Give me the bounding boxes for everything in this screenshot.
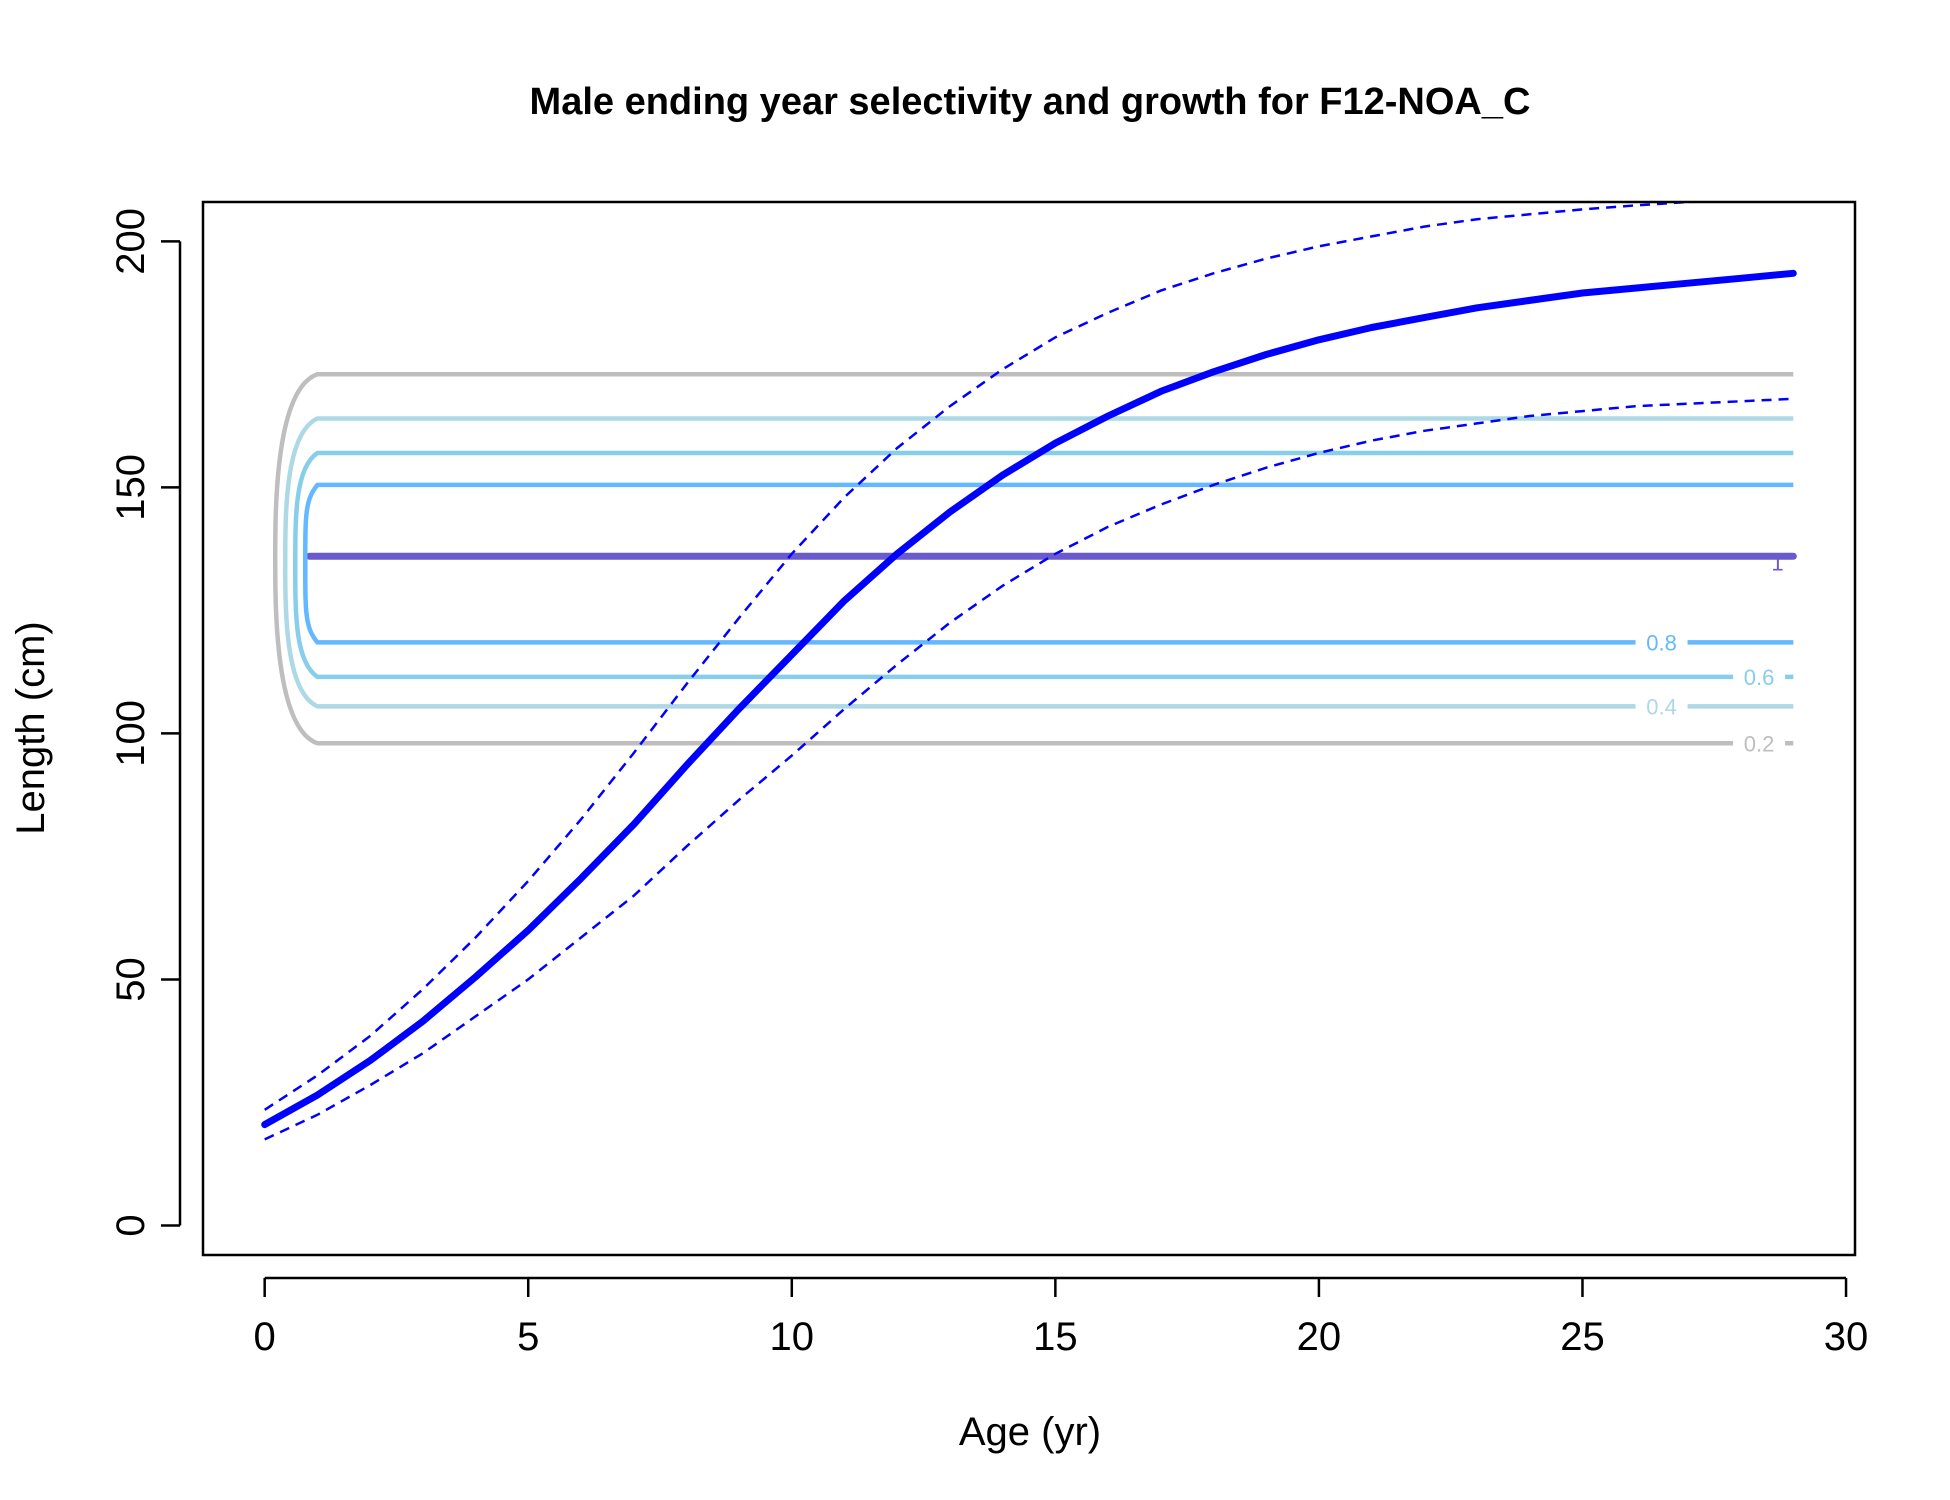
contour-0-4-label-bg: [1635, 692, 1688, 721]
plot-frame: [201, 200, 1857, 1257]
growth-upper-ci-line: [264, 202, 1715, 1111]
y-tick-label: 0: [109, 1214, 153, 1236]
x-tick-label: 15: [1033, 1315, 1078, 1359]
x-tick-label: 5: [517, 1315, 539, 1359]
contour-0-4-label: 0.4: [1646, 694, 1677, 719]
contour-0-8-label-bg: [1635, 628, 1688, 657]
y-tick-label: 200: [109, 208, 153, 275]
x-axis-label: Age (yr): [959, 1410, 1101, 1454]
contour-1-label: 1: [1771, 550, 1783, 575]
y-axis-label: Length (cm): [9, 621, 53, 834]
contour-labels: 1 0.8 0.6 0.4 0.2: [1635, 550, 1786, 758]
contour-0-8-label: 0.8: [1646, 630, 1677, 655]
growth-curves: [261, 202, 1797, 1141]
contour-0-6-label-bg: [1733, 662, 1786, 691]
chart-title: Male ending year selectivity and growth …: [530, 81, 1531, 123]
contour-0-8: [303, 482, 1794, 645]
contour-0-6-label: 0.6: [1744, 665, 1775, 690]
growth-mean-line: [261, 269, 1797, 1129]
contour-0-2: [272, 371, 1794, 746]
x-tick-label: 25: [1560, 1315, 1605, 1359]
contour-0-2-label-bg: [1733, 729, 1786, 758]
x-tick-label: 30: [1824, 1315, 1869, 1359]
y-tick-label: 150: [109, 454, 153, 521]
y-axis: 0 50 100 150 200: [109, 208, 182, 1237]
selectivity-contours: [272, 371, 1797, 746]
y-tick-label: 50: [109, 957, 153, 1002]
contour-0-6: [292, 450, 1794, 680]
x-axis: 0 5 10 15 20 25 30: [254, 1276, 1869, 1359]
y-tick-label: 100: [109, 700, 153, 767]
contour-0-2-label: 0.2: [1744, 731, 1775, 756]
growth-lower-ci-line: [264, 397, 1794, 1141]
x-tick-label: 0: [254, 1315, 276, 1359]
x-tick-label: 10: [770, 1315, 815, 1359]
x-tick-label: 20: [1297, 1315, 1342, 1359]
contour-0-4: [282, 416, 1794, 709]
